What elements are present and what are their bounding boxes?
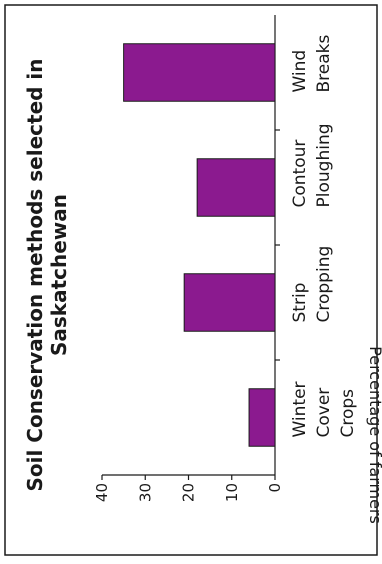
y-tick-label: 10	[223, 483, 241, 502]
chart-frame	[4, 4, 378, 556]
x-category-label-line: Strip	[290, 283, 310, 323]
x-category-label-line: Contour	[290, 140, 310, 208]
x-category-label: Strip Cropping	[290, 246, 334, 323]
x-category-label-line: Cover	[314, 388, 334, 438]
y-axis-label: Percentage of farmers	[366, 346, 382, 524]
bar	[248, 388, 276, 447]
x-category-label-line: Breaks	[314, 35, 334, 93]
x-category-label-line: Cropping	[314, 246, 334, 323]
y-tick-label: 30	[136, 483, 154, 502]
y-tick-label: 20	[180, 483, 198, 502]
y-tick-label: 0	[266, 483, 284, 493]
chart-title-line-2: Saskatchewan	[47, 194, 71, 356]
bar	[183, 273, 276, 332]
x-category-label-line: Wind	[290, 50, 310, 93]
x-category-label: Wind Breaks	[290, 35, 334, 93]
x-category-label-line: Winter	[290, 381, 310, 437]
x-category-label: Winter Cover Crops	[290, 381, 358, 437]
x-category-label-line: Ploughing	[314, 123, 334, 207]
bar	[196, 158, 276, 217]
x-category-label: Contour Ploughing	[290, 123, 334, 207]
bar	[123, 43, 276, 102]
x-category-label-line: Crops	[338, 389, 358, 438]
y-tick-label: 40	[93, 483, 111, 502]
chart-title-line-1: Soil Conservation methods selected in	[23, 58, 47, 491]
